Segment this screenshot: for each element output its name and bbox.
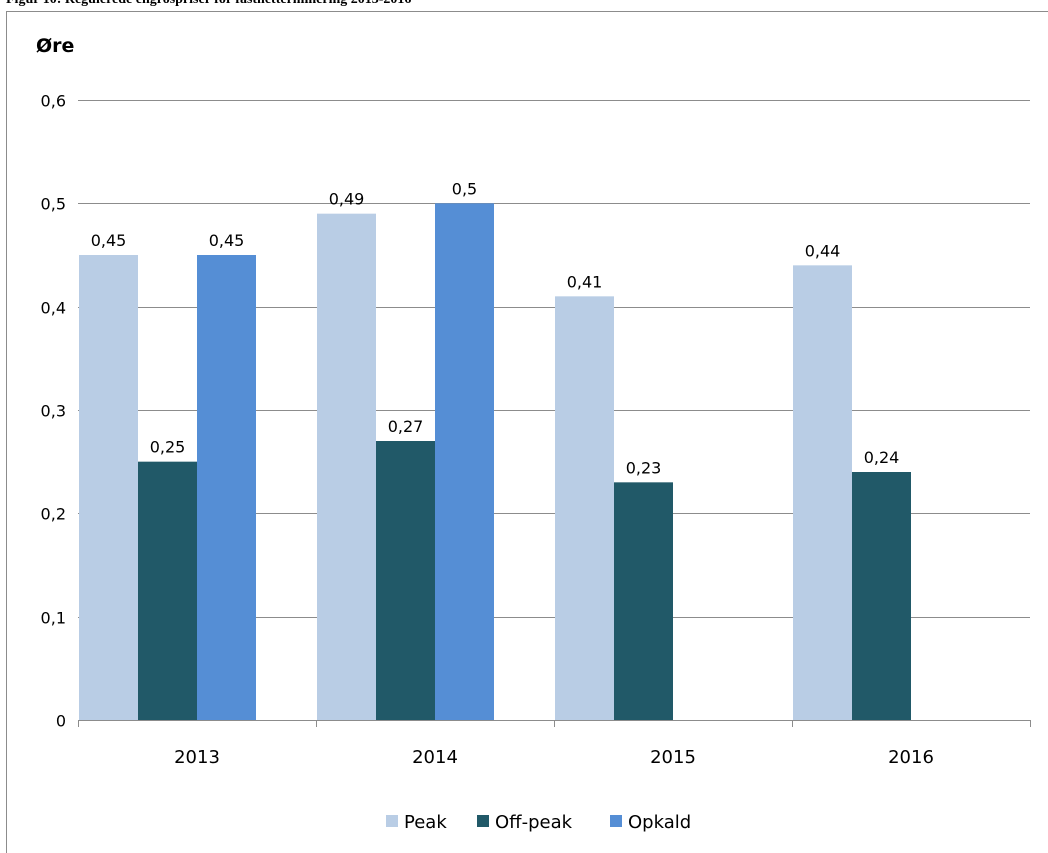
data-label: 0,45	[209, 231, 245, 250]
y-tick-label: 0,4	[41, 299, 66, 318]
legend-swatch-off-peak	[477, 815, 489, 827]
y-tick-label: 0,6	[41, 92, 66, 111]
bar-off-peak-2013	[138, 461, 197, 720]
y-axis-title: Øre	[36, 35, 74, 57]
bar-peak-2014	[317, 213, 376, 720]
y-tick-label: 0,5	[41, 195, 66, 214]
legend-label: Opkald	[628, 812, 691, 833]
data-label: 0,25	[150, 438, 186, 457]
legend-label: Peak	[404, 812, 447, 833]
x-tick-label: 2014	[412, 747, 458, 768]
bars	[79, 203, 911, 721]
legend-swatch-opkald	[610, 815, 622, 827]
bar-opkald-2013	[197, 255, 256, 720]
y-tick-label: 0,2	[41, 505, 66, 524]
legend: Peak Off-peak Opkald	[386, 812, 691, 833]
bar-off-peak-2015	[614, 482, 673, 720]
bar-peak-2013	[79, 255, 138, 720]
x-tick-label: 2015	[650, 747, 696, 768]
x-axis: 2013 2014 2015 2016	[78, 720, 1031, 768]
bar-off-peak-2014	[376, 441, 435, 720]
data-label: 0,27	[388, 417, 424, 436]
data-label: 0,44	[805, 241, 841, 260]
bar-off-peak-2016	[852, 472, 911, 720]
data-label: 0,45	[91, 231, 127, 250]
bar-opkald-2014	[435, 203, 494, 721]
chart-frame	[6, 11, 1048, 853]
data-label: 0,49	[329, 190, 365, 209]
y-tick-label: 0,1	[41, 609, 66, 628]
legend-label: Off-peak	[495, 812, 573, 833]
y-tick-label: 0,3	[41, 402, 66, 421]
data-label: 0,23	[626, 458, 662, 477]
data-label: 0,41	[567, 272, 603, 291]
y-tick-labels: 0 0,1 0,2 0,3 0,4 0,5 0,6	[41, 92, 66, 731]
figure-caption: Figur 10: Regulerede engrospriser for fa…	[6, 0, 1046, 9]
legend-swatch-peak	[386, 815, 398, 827]
y-tick-label: 0	[56, 712, 66, 731]
x-tick-label: 2013	[174, 747, 220, 768]
bar-peak-2016	[793, 265, 852, 720]
data-label: 0,24	[864, 448, 900, 467]
bar-peak-2015	[555, 296, 614, 720]
data-labels: 0,45 0,25 0,45 0,49 0,27 0,5 0,41 0,23 0,44 0,24	[91, 179, 900, 477]
x-tick-label: 2016	[888, 747, 934, 768]
data-label: 0,5	[452, 179, 477, 198]
